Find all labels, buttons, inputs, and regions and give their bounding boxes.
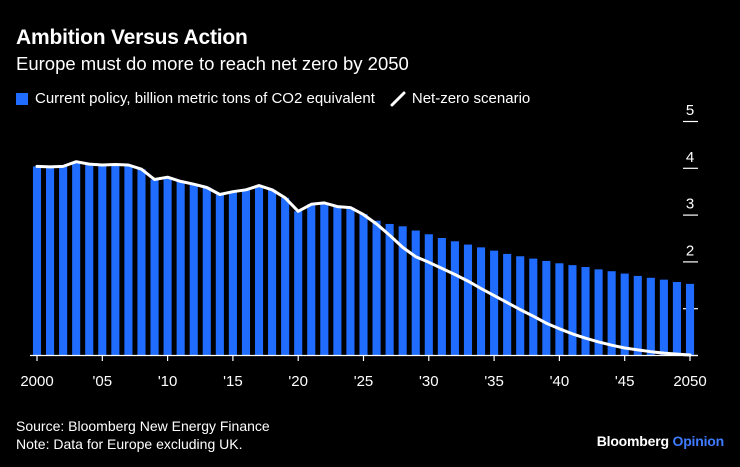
bar xyxy=(281,197,290,355)
bar xyxy=(85,164,94,355)
bar xyxy=(385,223,394,355)
bar xyxy=(59,166,68,355)
bar xyxy=(202,187,211,355)
bar xyxy=(241,189,251,355)
brand-suffix: Opinion xyxy=(672,433,725,449)
bar xyxy=(594,269,603,355)
bar xyxy=(98,164,107,355)
bar xyxy=(476,247,486,355)
bar xyxy=(307,204,316,355)
bar xyxy=(46,166,55,355)
source-note: Source: Bloomberg New Energy Finance xyxy=(16,418,270,434)
bar xyxy=(581,267,590,355)
brand-name: Bloomberg xyxy=(596,433,669,449)
x-tick-label: '25 xyxy=(354,373,374,390)
bar xyxy=(555,263,564,355)
x-tick-label: '45 xyxy=(615,373,635,390)
legend: Current policy, billion metric tons of C… xyxy=(16,90,530,107)
bar xyxy=(529,258,538,355)
bar xyxy=(659,279,668,355)
net-zero-line xyxy=(35,160,692,357)
legend-line-swatch xyxy=(389,91,407,107)
bar xyxy=(320,202,329,355)
x-tick-label: '30 xyxy=(419,373,439,390)
bar xyxy=(124,164,133,355)
legend-bar-label: Current policy, billion metric tons of C… xyxy=(35,90,375,107)
legend-bar-swatch xyxy=(16,92,28,105)
bar xyxy=(268,189,277,355)
bar xyxy=(150,179,159,355)
brand-logo: Bloomberg Opinion xyxy=(597,433,724,449)
bar xyxy=(633,275,642,355)
bar xyxy=(646,277,655,355)
bar xyxy=(137,169,146,355)
bar xyxy=(424,234,433,355)
bar xyxy=(437,238,446,355)
x-tick-label: '05 xyxy=(93,373,113,390)
bar xyxy=(607,271,616,355)
y-tick-label: 3 xyxy=(686,196,694,213)
bar xyxy=(398,226,407,355)
x-tick-label: '35 xyxy=(484,373,504,390)
chart-subtitle: Europe must do more to reach net zero by… xyxy=(16,53,409,74)
bar xyxy=(32,166,42,355)
bar xyxy=(72,161,81,355)
bar xyxy=(372,220,381,355)
bar xyxy=(163,177,172,355)
data-note: Note: Data for Europe excluding UK. xyxy=(16,436,243,452)
bar xyxy=(176,181,185,355)
bar xyxy=(189,184,198,355)
bar xyxy=(503,253,512,355)
y-tick-label: 2 xyxy=(686,242,694,259)
bar xyxy=(254,185,264,355)
bar xyxy=(411,230,420,355)
x-tick-label: '15 xyxy=(223,373,243,390)
legend-line-label: Net-zero scenario xyxy=(411,90,531,107)
x-tick-label: '20 xyxy=(288,373,308,390)
bar xyxy=(359,214,368,355)
x-tick-label: 2050 xyxy=(673,373,706,390)
bar xyxy=(542,260,551,355)
bar xyxy=(450,241,459,355)
chart-title: Ambition Versus Action xyxy=(16,26,248,49)
bar xyxy=(490,250,499,355)
y-tick-label: 5 xyxy=(686,102,694,119)
y-tick-label: 4 xyxy=(686,149,694,166)
bar xyxy=(111,164,120,355)
bar xyxy=(516,256,525,355)
bar xyxy=(294,211,303,355)
bar xyxy=(685,283,695,355)
x-tick-label: '40 xyxy=(550,373,570,390)
x-tick-label: 2000 xyxy=(20,373,53,390)
bar xyxy=(672,281,681,355)
bar xyxy=(215,194,224,355)
bar xyxy=(620,273,629,355)
x-tick-label: '10 xyxy=(158,373,178,390)
bar xyxy=(568,265,577,355)
bar xyxy=(463,244,473,355)
bar xyxy=(346,207,355,355)
bar xyxy=(333,206,342,355)
bar xyxy=(228,191,237,355)
